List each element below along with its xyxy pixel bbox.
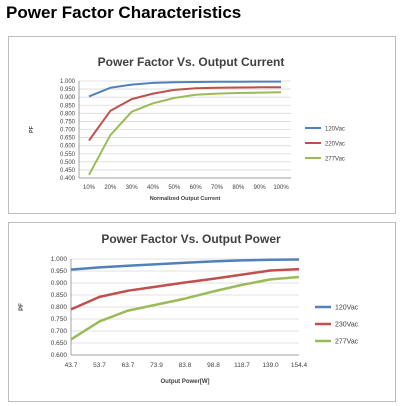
- x-tick-label: 30%: [126, 185, 139, 191]
- x-tick-label: 60%: [190, 185, 203, 191]
- x-tick-label: 63.7: [122, 362, 135, 369]
- y-tick-label: 0.600: [51, 352, 68, 359]
- y-tick-label: 0.950: [60, 87, 76, 93]
- chart-output-current: Power Factor Vs. Output Current 0.400 0.45…: [29, 55, 345, 202]
- series-line-220vac: [88, 86, 281, 142]
- x-tick-label: 43.7: [65, 362, 78, 369]
- x-tick-label: 80%: [232, 185, 245, 191]
- y-tick-label: 0.450: [60, 168, 76, 174]
- chart-panel-output-current: Power Factor Vs. Output Current 0.400 0.45…: [8, 36, 396, 214]
- legend-label: 220Vac: [325, 142, 345, 148]
- legend-label: 120Vac: [335, 305, 359, 312]
- x-tick-label: 100%: [273, 185, 289, 191]
- x-tick-label: 50%: [168, 185, 181, 191]
- series-line-120vac: [88, 80, 281, 98]
- y-tick-label: 0.650: [51, 340, 68, 347]
- x-tick-label: 118.7: [234, 362, 250, 369]
- y-tick-label: 0.550: [60, 152, 76, 158]
- legend-label: 230Vac: [335, 322, 359, 329]
- chart-panel-output-power: Power Factor Vs. Output Power 0.600 0.650 0…: [8, 222, 396, 402]
- y-tick-label: 0.950: [51, 268, 68, 275]
- y-tick-label: 0.600: [60, 144, 76, 150]
- y-tick-label: 0.500: [60, 160, 76, 166]
- x-tick-label: 40%: [147, 185, 160, 191]
- x-tick-label: 154.4: [291, 362, 308, 369]
- series-line-230vac: [70, 267, 300, 311]
- x-tick-label: 53.7: [93, 362, 106, 369]
- y-tick-label: 0.850: [60, 103, 76, 109]
- series-line-120vac: [70, 258, 300, 271]
- y-tick-label: 0.850: [51, 292, 68, 299]
- legend-label: 277Vac: [335, 339, 359, 346]
- y-tick-label: 0.800: [60, 111, 76, 117]
- y-tick-label: 0.700: [51, 328, 68, 335]
- x-tick-label: 98.8: [207, 362, 220, 369]
- x-tick-label: 139.0: [262, 362, 279, 369]
- chart-title: Power Factor Vs. Output Current: [98, 55, 285, 69]
- x-tick-label: 20%: [104, 185, 117, 191]
- y-tick-label: 0.650: [60, 136, 76, 142]
- series-line-277vac: [70, 275, 300, 341]
- chart-output-power: Power Factor Vs. Output Power 0.600 0.650 0…: [19, 232, 359, 385]
- legend-label: 120Vac: [325, 127, 345, 133]
- y-tick-label: 0.800: [51, 304, 68, 311]
- y-tick-label: 0.700: [60, 128, 76, 134]
- x-axis-label: Output Power[W]: [161, 379, 210, 385]
- chart-title: Power Factor Vs. Output Power: [101, 232, 281, 246]
- y-tick-label: 1.000: [51, 256, 68, 263]
- x-tick-label: 73.9: [150, 362, 163, 369]
- page-title: Power Factor Characteristics: [6, 3, 242, 22]
- x-tick-label: 70%: [211, 185, 224, 191]
- y-tick-label: 0.900: [51, 280, 68, 287]
- y-tick-label: 1.000: [60, 79, 76, 85]
- x-tick-label: 83.8: [179, 362, 192, 369]
- x-axis-label: Normalized Output Current: [150, 196, 221, 202]
- y-tick-label: 0.750: [51, 316, 68, 323]
- y-tick-label: 0.400: [60, 176, 76, 182]
- y-axis-label: PF: [29, 125, 35, 133]
- x-tick-label: 90%: [254, 185, 267, 191]
- y-tick-label: 0.750: [60, 119, 76, 125]
- y-tick-label: 0.900: [60, 95, 76, 101]
- series-line-277vac: [88, 91, 282, 176]
- y-axis-label: PF: [19, 303, 25, 311]
- x-tick-label: 10%: [83, 185, 96, 191]
- legend-label: 277Vac: [325, 157, 345, 163]
